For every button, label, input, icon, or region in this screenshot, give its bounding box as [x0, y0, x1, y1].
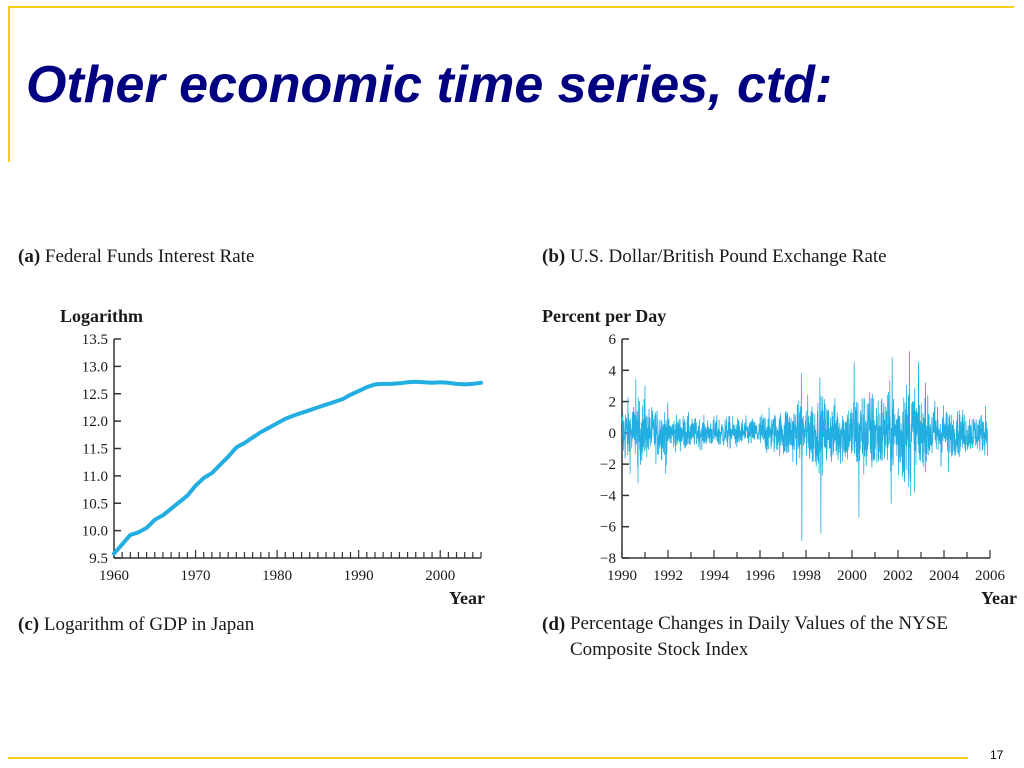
- y-tick-label: 11.0: [82, 469, 108, 485]
- y-tick-label: 9.5: [89, 551, 108, 567]
- y-tick-label: 13.5: [82, 332, 108, 348]
- slide-frame-top: [8, 6, 1014, 8]
- x-axis-label: Year: [449, 588, 485, 608]
- y-axis-label: Logarithm: [60, 306, 143, 326]
- x-tick-label: 1992: [653, 568, 683, 584]
- y-tick-label: 11.5: [82, 442, 108, 458]
- page-number: 17: [990, 748, 1004, 762]
- x-tick-label: 1990: [607, 568, 637, 584]
- x-tick-label: 2000: [837, 568, 867, 584]
- y-tick-label: 13.0: [82, 359, 108, 375]
- slide-title: Other economic time series, ctd:: [26, 56, 833, 114]
- y-tick-label: 12.5: [82, 387, 108, 403]
- x-tick-label: 1994: [699, 568, 730, 584]
- y-tick-label: 12.0: [82, 414, 108, 430]
- x-tick-label: 2004: [929, 568, 960, 584]
- caption-text: Federal Funds Interest Rate: [44, 246, 255, 267]
- x-tick-label: 2000: [425, 568, 455, 584]
- x-tick-label: 1960: [99, 568, 129, 584]
- series-line: [112, 379, 483, 556]
- y-tick-label: 4: [609, 363, 617, 379]
- caption-letter: (b): [542, 246, 566, 267]
- y-tick-label: 6: [609, 332, 617, 348]
- x-axis-label: Year: [981, 588, 1017, 608]
- series-line: [621, 351, 989, 542]
- caption-text: Logarithm of GDP in Japan: [43, 614, 255, 635]
- caption-text: U.S. Dollar/British Pound Exchange Rate: [569, 246, 887, 267]
- caption-letter: (c): [18, 614, 40, 635]
- y-tick-label: −6: [600, 520, 616, 536]
- x-tick-label: 1990: [344, 568, 374, 584]
- x-tick-label: 1970: [181, 568, 211, 584]
- axes: [113, 338, 482, 559]
- x-tick-label: 2006: [975, 568, 1006, 584]
- y-axis-label: Percent per Day: [542, 306, 666, 326]
- slide-frame-left: [8, 6, 10, 162]
- y-tick-label: −2: [600, 457, 616, 473]
- slide-frame-bottom: [8, 757, 968, 759]
- tick-labels: −8 −6 −4 −2 0 2 4 6 1990 1992 1994 1996 1998 2000 2002…: [600, 332, 1005, 584]
- y-tick-label: 0: [609, 426, 617, 442]
- caption-panel-d: (d) Percentage Changes in Daily Values o…: [542, 613, 1010, 663]
- x-tick-label: 1980: [262, 568, 292, 584]
- caption-letter: (a): [18, 246, 41, 267]
- x-tick-label: 1996: [745, 568, 776, 584]
- tick-labels: 9.5 10.0 10.5 11.0 11.5 12.0 12.5 13.0 13.5 1960 1…: [82, 332, 455, 584]
- y-tick-label: 10.5: [82, 496, 108, 512]
- y-tick-label: 10.0: [82, 524, 108, 540]
- y-tick-label: −8: [600, 551, 616, 567]
- y-tick-label: −4: [600, 488, 616, 504]
- y-tick-label: 2: [609, 395, 617, 411]
- caption-text: Percentage Changes in Daily Values of th…: [569, 613, 948, 660]
- x-tick-label: 1998: [791, 568, 821, 584]
- axes: [621, 338, 991, 559]
- caption-panel-b: (b) U.S. Dollar/British Pound Exchange R…: [542, 246, 887, 268]
- x-tick-label: 2002: [883, 568, 913, 584]
- caption-panel-a: (a) Federal Funds Interest Rate: [18, 246, 254, 268]
- caption-letter: (d): [542, 614, 566, 635]
- caption-panel-c: (c) Logarithm of GDP in Japan: [18, 614, 254, 636]
